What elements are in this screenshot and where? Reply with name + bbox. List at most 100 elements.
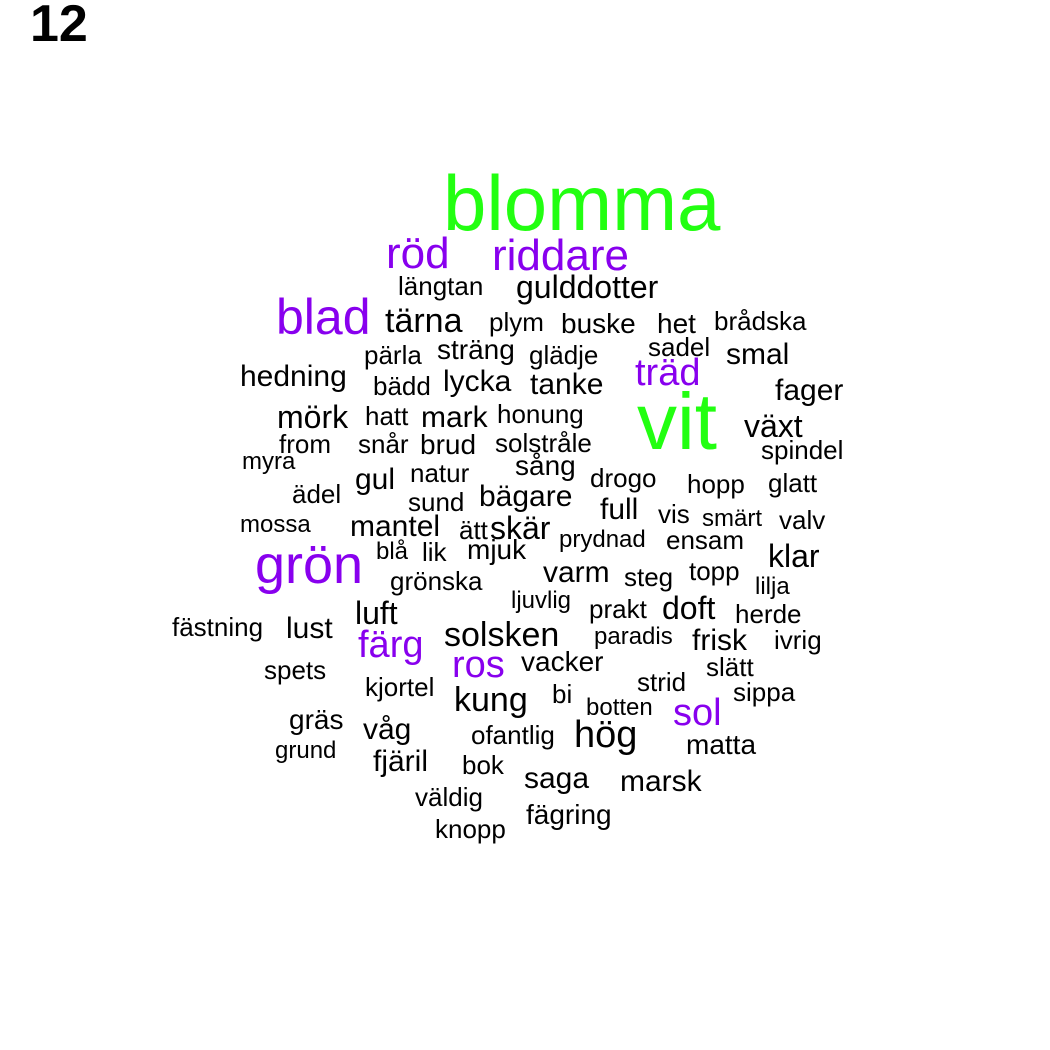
- word-kjortel: kjortel: [365, 672, 435, 702]
- word-ljuvlig: ljuvlig: [511, 587, 572, 614]
- word-lik: lik: [422, 537, 447, 567]
- word-paradis: paradis: [594, 623, 673, 650]
- word-glädje: glädje: [529, 340, 599, 370]
- word-slätt: slätt: [706, 652, 754, 682]
- word-blad: blad: [276, 289, 371, 345]
- word-färg: färg: [358, 624, 424, 666]
- word-ros: ros: [452, 644, 505, 686]
- word-grönska: grönska: [390, 566, 483, 596]
- word-riddare: riddare: [492, 231, 629, 280]
- word-lycka: lycka: [443, 365, 512, 398]
- word-sträng: sträng: [437, 334, 515, 365]
- word-hedning: hedning: [240, 360, 347, 393]
- word-marsk: marsk: [620, 765, 702, 798]
- word-brådska: brådska: [714, 306, 807, 336]
- word-from: from: [279, 429, 331, 459]
- word-träd: träd: [635, 352, 701, 394]
- word-sund: sund: [408, 487, 465, 517]
- word-het: het: [657, 308, 696, 339]
- word-hopp: hopp: [687, 469, 745, 499]
- word-ädel: ädel: [292, 479, 342, 509]
- word-vacker: vacker: [521, 646, 604, 677]
- word-lilja: lilja: [755, 573, 790, 600]
- word-väldig: väldig: [415, 782, 483, 812]
- word-natur: natur: [410, 458, 470, 488]
- word-mark: mark: [421, 401, 488, 434]
- word-varm: varm: [543, 556, 610, 589]
- word-glatt: glatt: [768, 468, 818, 498]
- word-pärla: pärla: [364, 340, 422, 370]
- word-gräs: gräs: [289, 704, 344, 735]
- word-mjuk: mjuk: [467, 534, 527, 565]
- word-plym: plym: [489, 307, 544, 337]
- word-snår: snår: [358, 429, 409, 459]
- word-sång: sång: [515, 450, 576, 481]
- word-hatt: hatt: [365, 401, 409, 431]
- word-full: full: [600, 493, 639, 526]
- word-steg: steg: [624, 562, 674, 592]
- word-drogo: drogo: [590, 463, 657, 493]
- word-lust: lust: [286, 612, 333, 645]
- word-gulddotter: gulddotter: [516, 269, 659, 305]
- word-sippa: sippa: [733, 677, 796, 707]
- word-fästning: fästning: [172, 612, 264, 642]
- word-mantel: mantel: [350, 510, 441, 543]
- word-buske: buske: [561, 308, 636, 339]
- word-kung: kung: [454, 681, 528, 719]
- word-fägring: fägring: [526, 799, 612, 830]
- word-sadel: sadel: [648, 332, 711, 362]
- word-vit: vit: [637, 377, 717, 466]
- word-blomma: blomma: [443, 159, 721, 247]
- word-ivrig: ivrig: [774, 625, 822, 655]
- word-spindel: spindel: [761, 435, 844, 465]
- word-myra: myra: [242, 448, 296, 475]
- word-herde: herde: [735, 599, 802, 629]
- word-våg: våg: [363, 713, 412, 746]
- word-skär: skär: [490, 510, 551, 546]
- word-doft: doft: [662, 590, 716, 626]
- word-växt: växt: [744, 408, 803, 444]
- word-klar: klar: [768, 538, 820, 574]
- word-grund: grund: [275, 737, 337, 764]
- word-botten: botten: [586, 694, 653, 721]
- word-ofantlig: ofantlig: [471, 720, 555, 750]
- word-topp: topp: [689, 556, 740, 586]
- word-saga: saga: [524, 762, 590, 795]
- panel-number-label: 12: [30, 0, 88, 53]
- word-bägare: bägare: [479, 480, 573, 513]
- word-solstråle: solstråle: [495, 428, 592, 458]
- word-smärt: smärt: [702, 505, 762, 532]
- word-tärna: tärna: [385, 302, 463, 340]
- word-prydnad: prydnad: [559, 526, 646, 553]
- word-frisk: frisk: [692, 624, 747, 657]
- word-grön: grön: [255, 535, 364, 595]
- word-matta: matta: [686, 729, 757, 760]
- word-röd: röd: [386, 229, 450, 278]
- word-sol: sol: [673, 692, 722, 734]
- word-smal: smal: [726, 338, 790, 371]
- word-brud: brud: [420, 429, 477, 460]
- word-fager: fager: [775, 374, 844, 407]
- word-bädd: bädd: [373, 371, 431, 401]
- word-längtan: längtan: [398, 271, 484, 301]
- word-mörk: mörk: [277, 399, 349, 435]
- word-valv: valv: [779, 505, 826, 535]
- word-mossa: mossa: [240, 511, 311, 538]
- word-tanke: tanke: [530, 368, 604, 401]
- word-bok: bok: [462, 750, 504, 780]
- word-fjäril: fjäril: [373, 745, 429, 778]
- word-blå: blå: [376, 538, 409, 565]
- word-solsken: solsken: [444, 616, 560, 654]
- word-ätt: ätt: [459, 515, 488, 545]
- word-bi: bi: [552, 679, 573, 709]
- word-gul: gul: [355, 463, 396, 496]
- word-knopp: knopp: [435, 814, 506, 844]
- word-luft: luft: [355, 595, 398, 631]
- word-hög: hög: [574, 714, 638, 756]
- word-spets: spets: [264, 655, 327, 685]
- word-ensam: ensam: [666, 525, 745, 555]
- word-honung: honung: [497, 399, 584, 429]
- word-prakt: prakt: [589, 594, 647, 624]
- word-vis: vis: [658, 499, 690, 529]
